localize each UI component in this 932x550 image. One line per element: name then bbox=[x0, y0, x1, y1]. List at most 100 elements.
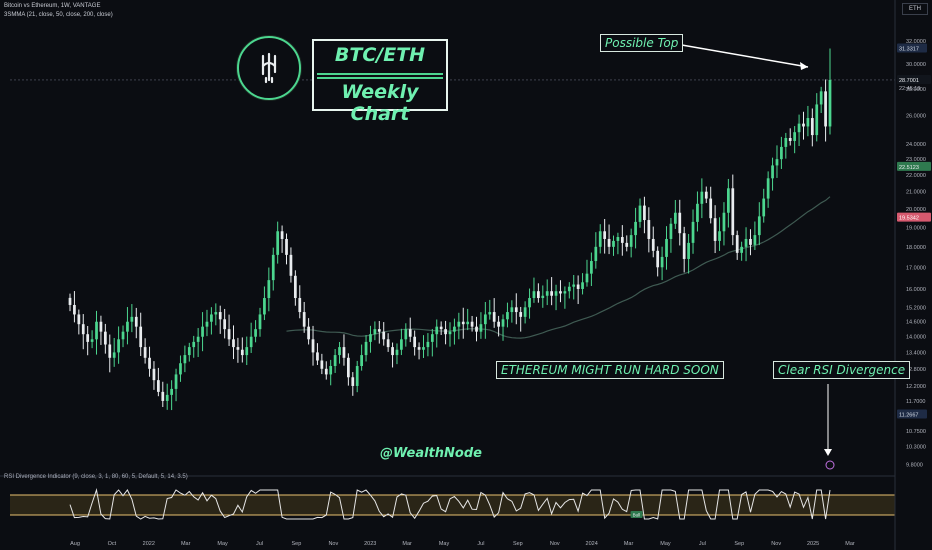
candle-body bbox=[143, 347, 147, 358]
candle-body bbox=[448, 331, 452, 335]
candle-body bbox=[665, 238, 668, 257]
candle-body bbox=[108, 344, 112, 358]
candle-body bbox=[567, 286, 571, 292]
rsi-indicator-legend[interactable]: RSI Divergence Indicator (9, close, 3, 1… bbox=[4, 474, 188, 480]
candle-body bbox=[152, 368, 156, 381]
rsi-line bbox=[69, 488, 831, 520]
candle-body bbox=[634, 221, 637, 236]
moving-averages bbox=[286, 196, 831, 339]
candle-body bbox=[740, 246, 743, 253]
candle-body bbox=[360, 355, 363, 367]
price-axis-panel bbox=[895, 0, 932, 550]
time-tick-label: 2025 bbox=[807, 541, 819, 547]
candle-body bbox=[183, 355, 187, 364]
candle-body bbox=[174, 374, 178, 389]
candle-body bbox=[112, 352, 116, 358]
time-tick-label: May bbox=[217, 541, 228, 547]
candle-body bbox=[497, 321, 500, 327]
candle-body bbox=[510, 307, 514, 313]
price-tick-label: 9.8000 bbox=[906, 462, 923, 468]
time-tick-label: 2024 bbox=[586, 541, 598, 547]
candle-body bbox=[298, 298, 302, 313]
chart-title: Bitcoin vs Ethereum, 1W, VANTAGE bbox=[4, 3, 101, 9]
candle-body bbox=[824, 91, 827, 127]
candle-body bbox=[338, 347, 341, 356]
price-tick-label: 14.0000 bbox=[906, 335, 926, 341]
candle-body bbox=[576, 284, 580, 289]
candle-body bbox=[771, 165, 774, 179]
candle-body bbox=[395, 349, 399, 356]
time-tick-label: Oct bbox=[108, 541, 117, 547]
ma-slow-tag: 19.5342 bbox=[899, 216, 919, 222]
candle-body bbox=[90, 339, 94, 342]
price-tick-label: 19.0000 bbox=[906, 225, 926, 231]
candle-body bbox=[727, 188, 730, 213]
candle-body bbox=[528, 298, 531, 308]
price-tick-label: 26.0000 bbox=[906, 113, 926, 119]
candle-body bbox=[400, 339, 403, 350]
title-divider-1 bbox=[317, 73, 443, 75]
candle-body bbox=[625, 242, 629, 247]
candle-body bbox=[333, 355, 337, 367]
candle-body bbox=[475, 326, 478, 332]
time-tick-label: Sep bbox=[513, 541, 523, 547]
candle-body bbox=[426, 341, 430, 348]
time-tick-label: May bbox=[660, 541, 671, 547]
candle-body bbox=[364, 341, 368, 356]
candle-body bbox=[788, 138, 792, 141]
high-value-tag-bg bbox=[897, 43, 927, 53]
candle-body bbox=[687, 242, 690, 259]
low-value-tag-bg bbox=[897, 409, 927, 419]
annotation-arrows bbox=[675, 43, 835, 470]
time-tick-label: Aug bbox=[70, 541, 80, 547]
candle-body bbox=[139, 326, 143, 348]
candle-body bbox=[757, 216, 761, 236]
candle-body bbox=[660, 256, 664, 268]
ma-fast-tag: 22.5123 bbox=[899, 165, 919, 171]
candle-body bbox=[444, 329, 447, 335]
candle-body bbox=[316, 352, 319, 361]
candle-body bbox=[537, 291, 540, 299]
candle-body bbox=[620, 237, 624, 243]
time-tick-label: Jul bbox=[699, 541, 706, 547]
candle-body bbox=[815, 104, 819, 136]
candle-body bbox=[413, 336, 417, 348]
candle-body bbox=[506, 312, 509, 320]
candle-body bbox=[638, 205, 642, 222]
candle-body bbox=[722, 212, 726, 232]
candle-body bbox=[519, 312, 523, 317]
candle-body bbox=[797, 123, 801, 133]
candle-body bbox=[691, 221, 695, 243]
candle-body bbox=[572, 284, 576, 287]
chart-title-box: BTC/ETH Weekly Chart bbox=[312, 39, 448, 125]
candle-body bbox=[590, 261, 593, 274]
time-tick-label: 2023 bbox=[364, 541, 376, 547]
candle-body bbox=[117, 339, 120, 353]
candle-body bbox=[793, 132, 797, 141]
symbol-badge[interactable]: ETH bbox=[902, 3, 928, 15]
candle-body bbox=[165, 394, 169, 401]
candle-body bbox=[285, 238, 288, 255]
ma-fast-line bbox=[286, 196, 831, 339]
candle-body bbox=[603, 231, 607, 239]
candle-body bbox=[643, 205, 646, 221]
candle-body bbox=[240, 349, 244, 356]
candle-body bbox=[134, 316, 138, 327]
candle-body bbox=[373, 329, 377, 335]
rsi-band-fill bbox=[10, 495, 895, 515]
price-tick-label: 23.0000 bbox=[906, 157, 926, 163]
candle-body bbox=[214, 312, 218, 315]
candle-body bbox=[276, 231, 280, 255]
candle-body bbox=[479, 324, 483, 332]
candle-body bbox=[232, 339, 235, 348]
time-tick-label: Nov bbox=[328, 541, 338, 547]
candle-body bbox=[408, 329, 412, 337]
time-tick-label: Mar bbox=[624, 541, 634, 547]
candle-body bbox=[581, 282, 584, 289]
price-tick-label: 12.2000 bbox=[906, 384, 926, 390]
divergence-marker bbox=[825, 460, 835, 470]
candle-body bbox=[541, 295, 545, 299]
indicator-legend[interactable]: 3SMMA (21, close, 50, close, 200, close) bbox=[4, 12, 113, 18]
price-tick-label: 11.7000 bbox=[906, 399, 925, 405]
candle-body bbox=[656, 250, 660, 268]
